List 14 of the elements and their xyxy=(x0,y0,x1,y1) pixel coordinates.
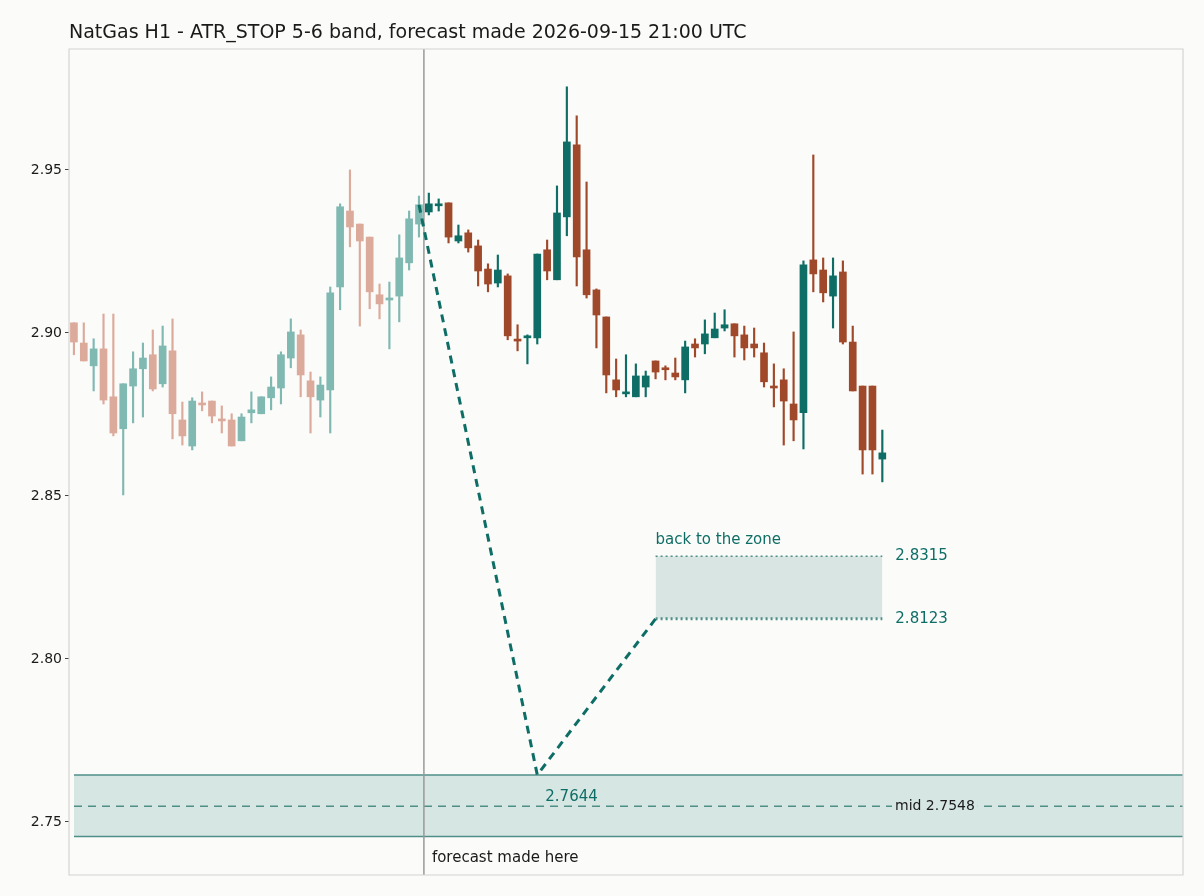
annotation: back to the zone xyxy=(655,530,781,549)
annotation: 2.8315 xyxy=(895,546,948,565)
y-tick-label: 2.90 xyxy=(30,323,62,340)
y-tick-label: 2.75 xyxy=(30,812,62,829)
y-tick-label: 2.85 xyxy=(30,486,62,503)
annotation: 2.8123 xyxy=(895,608,948,627)
candlestick xyxy=(375,283,384,320)
y-tick-label: 2.95 xyxy=(30,160,62,177)
chart-title: NatGas H1 - ATR_STOP 5-6 band, forecast made 2026-09-15 21:00 UTC xyxy=(69,20,747,42)
y-tick-label: 2.80 xyxy=(30,649,62,666)
candlestick xyxy=(661,365,670,381)
annotation: 2.7644 xyxy=(545,786,598,805)
annotation: forecast made here xyxy=(431,847,579,866)
ref-line-label: mid 2.7548 xyxy=(895,796,975,813)
